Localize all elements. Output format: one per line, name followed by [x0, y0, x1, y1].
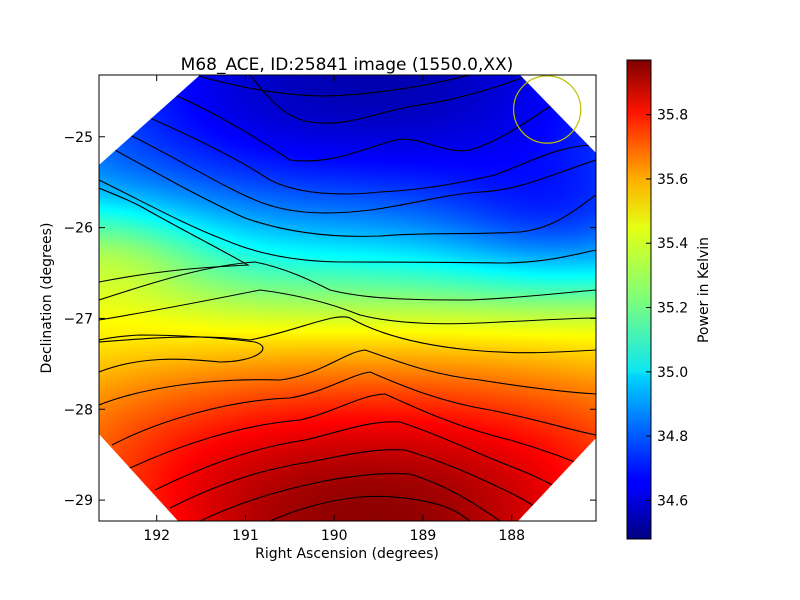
colorbar-tick-label: 34.6	[657, 493, 688, 509]
beam-marker-circle	[512, 75, 582, 144]
contour-line	[149, 117, 596, 195]
contour-line	[249, 75, 531, 124]
colorbar-title: Power in Kelvin	[696, 237, 712, 343]
x-tick-label: 188	[498, 528, 525, 544]
contour-line	[99, 289, 596, 325]
contour-line	[169, 449, 551, 516]
contour-line	[129, 393, 591, 469]
contour-line	[129, 134, 596, 214]
contour-line	[174, 94, 571, 162]
contour-line	[269, 495, 471, 521]
y-axis: −25 −26 −27 −28 −29	[63, 130, 596, 509]
y-tick-label: −29	[63, 493, 93, 509]
y-tick-label: −26	[63, 221, 93, 237]
colorbar: 34.6 34.8 35.0 35.2 35.4 35.6 35.8 Power in Ke…	[626, 59, 712, 540]
y-tick-label: −28	[63, 402, 93, 418]
colorbar-tick-label: 34.8	[657, 429, 688, 445]
contour-line	[99, 334, 264, 373]
contour-line	[111, 371, 596, 446]
y-axis-title: Declination (degrees)	[39, 223, 55, 374]
colorbar-tick-label: 35.0	[657, 365, 688, 381]
contour-line	[99, 261, 596, 301]
plot-area	[98, 74, 597, 522]
contour-line	[114, 149, 596, 237]
contour-line	[194, 75, 471, 97]
contour-line	[199, 472, 501, 521]
contour-line	[99, 179, 596, 264]
colorbar-gradient	[626, 59, 652, 540]
x-tick-label: 191	[232, 528, 259, 544]
contour-lines	[99, 75, 596, 521]
x-axis: 192 191 190 189 188	[143, 75, 525, 544]
y-tick-label: −25	[63, 130, 93, 146]
x-tick-label: 190	[321, 528, 348, 544]
plot-frame	[98, 74, 597, 522]
y-tick-label: −27	[63, 311, 93, 327]
contour-line	[154, 421, 576, 496]
colorbar-tick-label: 35.8	[657, 108, 688, 124]
x-axis-title: Right Ascension (degrees)	[255, 546, 439, 562]
contour-line	[99, 349, 596, 406]
colorbar-ticks: 34.6 34.8 35.0 35.2 35.4 35.6 35.8	[646, 108, 688, 509]
x-tick-label: 189	[410, 528, 437, 544]
contour-line	[99, 187, 250, 283]
colorbar-tick-label: 35.6	[657, 172, 688, 188]
colorbar-tick-label: 35.4	[657, 236, 688, 252]
colorbar-tick-label: 35.2	[657, 301, 688, 317]
x-tick-label: 192	[143, 528, 170, 544]
chart-title: M68_ACE, ID:25841 image (1550.0,XX)	[181, 55, 514, 75]
